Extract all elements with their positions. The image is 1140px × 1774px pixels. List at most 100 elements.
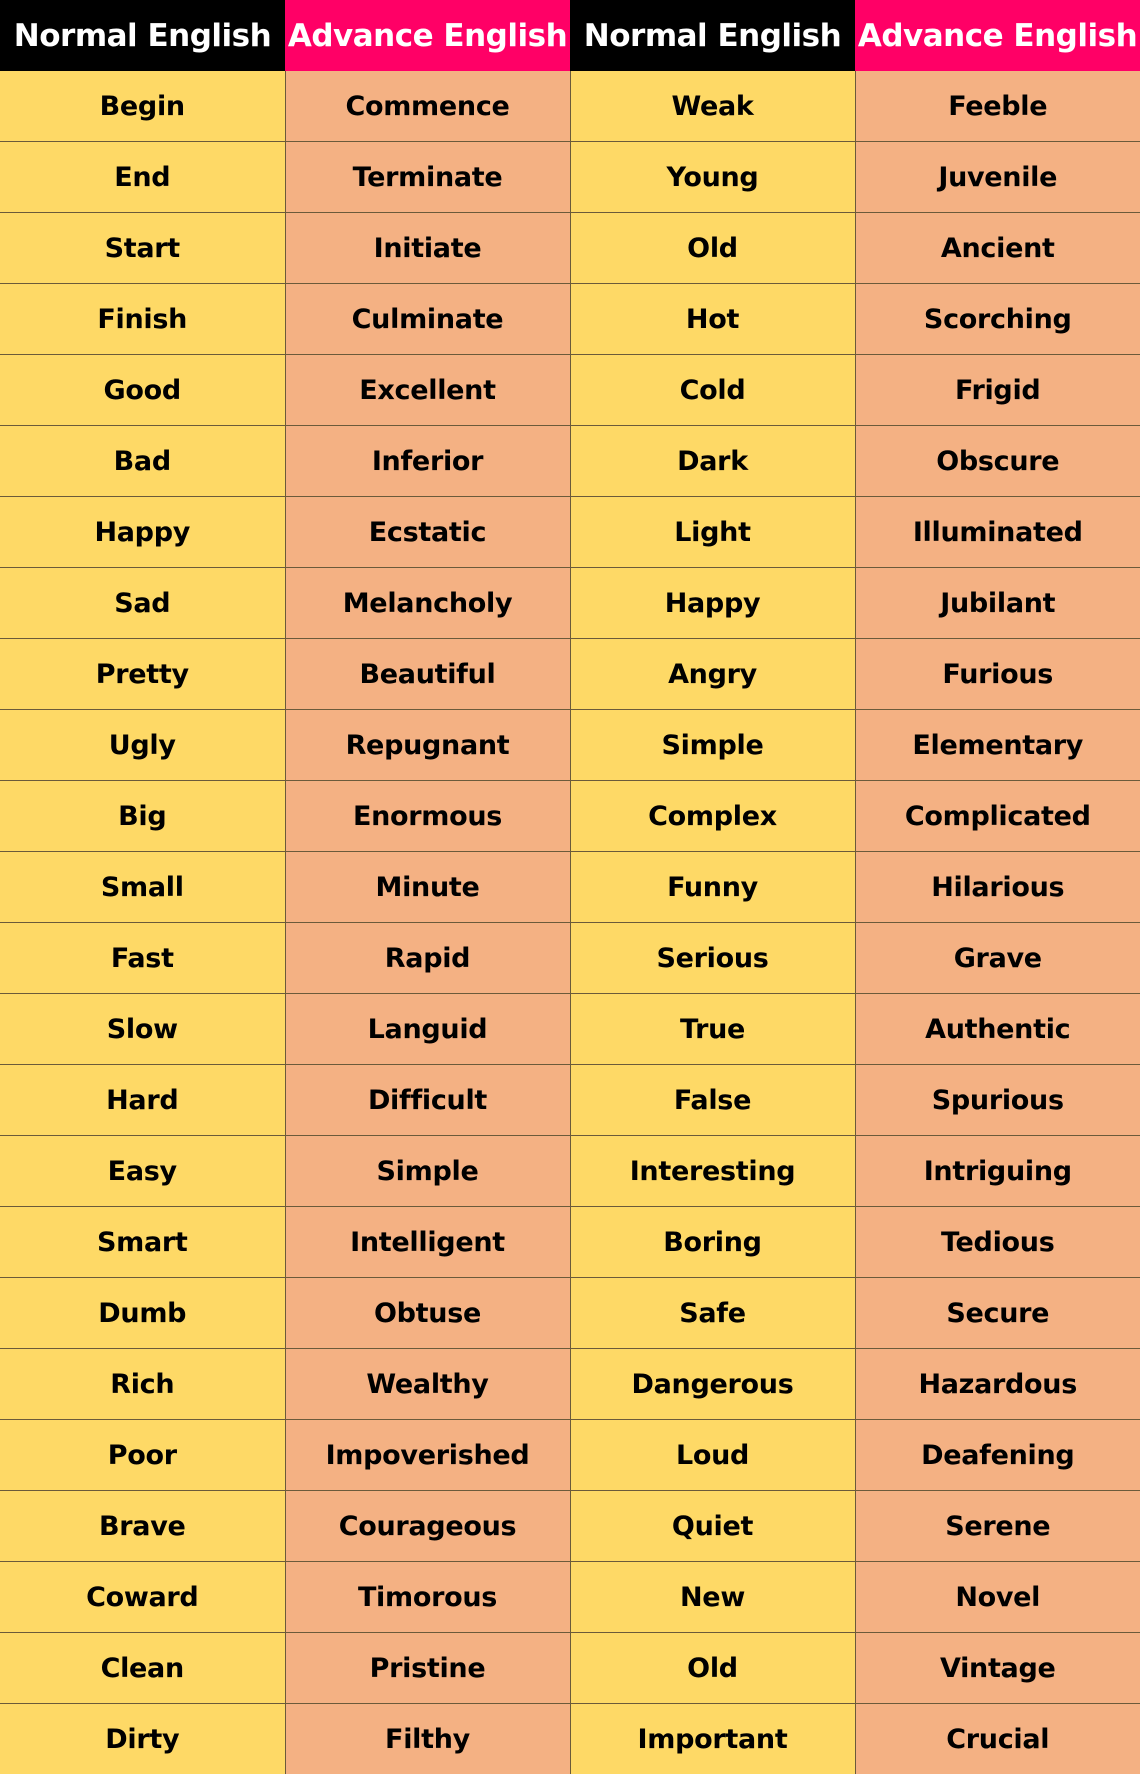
advance-word-cell: Secure [855, 1278, 1140, 1349]
advance-word-cell: Serene [855, 1491, 1140, 1562]
normal-word-cell: Dirty [0, 1704, 285, 1774]
advance-word-cell: Ancient [855, 213, 1140, 284]
normal-word-cell: Fast [0, 923, 285, 994]
normal-word-cell: Old [570, 1633, 855, 1704]
normal-word-cell: Cold [570, 355, 855, 426]
advance-word-cell: Rapid [285, 923, 570, 994]
advance-word-cell: Spurious [855, 1065, 1140, 1136]
normal-word-cell: Interesting [570, 1136, 855, 1207]
normal-word-cell: Small [0, 852, 285, 923]
advance-word-cell: Filthy [285, 1704, 570, 1774]
normal-word-cell: Boring [570, 1207, 855, 1278]
normal-word-cell: Finish [0, 284, 285, 355]
header-row: Normal English Advance English Normal En… [0, 0, 1140, 71]
normal-word-cell: Safe [570, 1278, 855, 1349]
header-advance-english: Advance English [855, 0, 1140, 71]
normal-word-cell: Pretty [0, 639, 285, 710]
advance-word-cell: Furious [855, 639, 1140, 710]
normal-word-cell: Serious [570, 923, 855, 994]
normal-word-cell: Dumb [0, 1278, 285, 1349]
advance-word-cell: Melancholy [285, 568, 570, 639]
advance-word-cell: Illuminated [855, 497, 1140, 568]
advance-word-cell: Jubilant [855, 568, 1140, 639]
advance-word-cell: Tedious [855, 1207, 1140, 1278]
normal-word-cell: Old [570, 213, 855, 284]
normal-word-cell: Dangerous [570, 1349, 855, 1420]
normal-word-cell: Happy [570, 568, 855, 639]
advance-word-cell: Novel [855, 1562, 1140, 1633]
normal-word-cell: Complex [570, 781, 855, 852]
advance-word-cell: Minute [285, 852, 570, 923]
normal-word-cell: Big [0, 781, 285, 852]
advance-word-cell: Commence [285, 71, 570, 142]
normal-word-cell: True [570, 994, 855, 1065]
header-advance-english: Advance English [285, 0, 570, 71]
normal-word-cell: Smart [0, 1207, 285, 1278]
normal-word-cell: Sad [0, 568, 285, 639]
advance-word-cell: Ecstatic [285, 497, 570, 568]
advance-word-cell: Frigid [855, 355, 1140, 426]
advance-word-cell: Elementary [855, 710, 1140, 781]
advance-word-cell: Vintage [855, 1633, 1140, 1704]
normal-word-cell: Happy [0, 497, 285, 568]
normal-word-cell: Loud [570, 1420, 855, 1491]
normal-word-cell: Quiet [570, 1491, 855, 1562]
advance-word-cell: Wealthy [285, 1349, 570, 1420]
advance-word-cell: Complicated [855, 781, 1140, 852]
advance-word-cell: Crucial [855, 1704, 1140, 1774]
advance-word-cell: Scorching [855, 284, 1140, 355]
normal-word-cell: Hot [570, 284, 855, 355]
advance-word-cell: Difficult [285, 1065, 570, 1136]
advance-word-cell: Repugnant [285, 710, 570, 781]
normal-word-cell: Brave [0, 1491, 285, 1562]
advance-word-cell: Culminate [285, 284, 570, 355]
advance-word-cell: Inferior [285, 426, 570, 497]
advance-word-cell: Beautiful [285, 639, 570, 710]
advance-word-cell: Juvenile [855, 142, 1140, 213]
header-normal-english: Normal English [570, 0, 855, 71]
normal-word-cell: Weak [570, 71, 855, 142]
advance-word-cell: Impoverished [285, 1420, 570, 1491]
normal-word-cell: End [0, 142, 285, 213]
advance-word-cell: Excellent [285, 355, 570, 426]
advance-word-cell: Terminate [285, 142, 570, 213]
normal-word-cell: New [570, 1562, 855, 1633]
normal-word-cell: Coward [0, 1562, 285, 1633]
advance-word-cell: Languid [285, 994, 570, 1065]
advance-word-cell: Simple [285, 1136, 570, 1207]
header-normal-english: Normal English [0, 0, 285, 71]
advance-word-cell: Grave [855, 923, 1140, 994]
advance-word-cell: Authentic [855, 994, 1140, 1065]
normal-word-cell: Dark [570, 426, 855, 497]
advance-word-cell: Obscure [855, 426, 1140, 497]
normal-word-cell: Bad [0, 426, 285, 497]
normal-word-cell: Slow [0, 994, 285, 1065]
advance-word-cell: Pristine [285, 1633, 570, 1704]
advance-word-cell: Feeble [855, 71, 1140, 142]
advance-word-cell: Hilarious [855, 852, 1140, 923]
normal-word-cell: Young [570, 142, 855, 213]
advance-word-cell: Deafening [855, 1420, 1140, 1491]
advance-word-cell: Courageous [285, 1491, 570, 1562]
